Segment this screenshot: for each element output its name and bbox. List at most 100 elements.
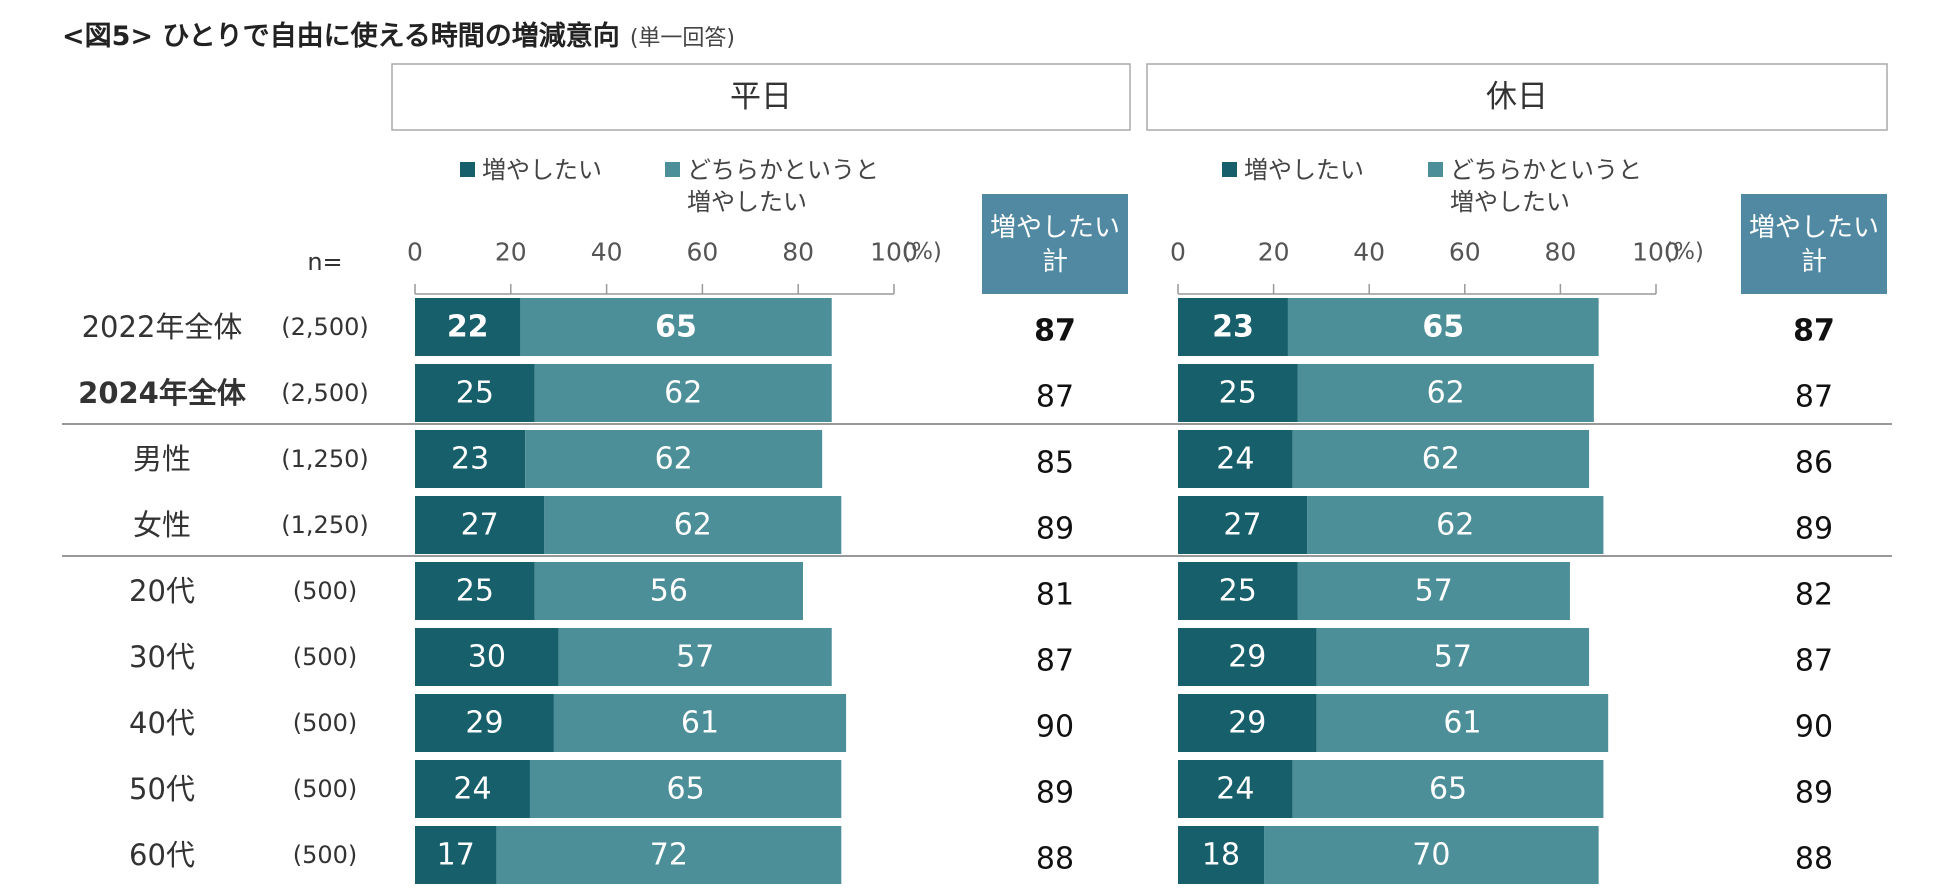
total-value: 86: [1795, 446, 1833, 481]
bar-value-series2: 62: [1427, 376, 1465, 411]
x-tick-label: 40: [1353, 238, 1385, 267]
bar-segment-series1: [415, 562, 535, 620]
bar-segment-series1: [1178, 826, 1265, 884]
bar-value-series2: 57: [676, 640, 714, 675]
bar-value-series1: 25: [1219, 376, 1257, 411]
row-label: 男性: [133, 442, 191, 476]
bar-segment-series2: [520, 298, 832, 356]
bar-segment-series2: [553, 694, 847, 752]
x-tick-label: 80: [1544, 238, 1576, 267]
bar-segment-series1: [415, 760, 530, 818]
bar-segment-series1: [415, 298, 521, 356]
total-value: 87: [1795, 380, 1833, 415]
bar-segment-series2: [1292, 760, 1604, 818]
bar-value-series2: 65: [1429, 772, 1467, 807]
bar-segment-series2: [529, 760, 842, 818]
bar-value-series1: 25: [456, 574, 494, 609]
row-label: 50代: [129, 772, 195, 806]
panel-title: 休日: [1486, 79, 1548, 115]
bar-value-series1: 25: [1219, 574, 1257, 609]
bar-segment-series2: [1297, 562, 1570, 620]
bar-value-series2: 62: [655, 442, 693, 477]
bar-value-series1: 29: [1228, 640, 1266, 675]
row-label: 40代: [129, 706, 195, 740]
x-tick-label: 60: [1449, 238, 1481, 267]
total-value: 89: [1795, 512, 1833, 547]
total-value: 87: [1036, 380, 1074, 415]
x-tick-label: 100: [1632, 238, 1680, 267]
total-value: 89: [1795, 776, 1833, 811]
x-tick-label: 100: [870, 238, 918, 267]
total-header-line1: 増やしたい: [1749, 213, 1879, 243]
x-tick-label: 0: [1170, 238, 1186, 267]
total-value: 87: [1034, 314, 1076, 349]
x-axis-unit: (%): [1664, 239, 1704, 265]
bar-segment-series1: [1178, 628, 1317, 686]
bar-value-series2: 65: [655, 310, 697, 345]
legend-label-series2-line1: どちらかというと: [687, 156, 879, 184]
chart-title-sub: (単一回答): [629, 26, 735, 51]
x-axis-unit: (%): [902, 239, 942, 265]
legend-swatch-series2: [1428, 162, 1443, 177]
bar-value-series1: 17: [437, 838, 475, 873]
bar-value-series2: 70: [1412, 838, 1450, 873]
bar-value-series2: 62: [664, 376, 702, 411]
bar-segment-series1: [1178, 694, 1317, 752]
bar-value-series1: 23: [1212, 310, 1254, 345]
bar-segment-series1: [1178, 760, 1293, 818]
bar-segment-series1: [415, 364, 535, 422]
bar-segment-series1: [415, 826, 497, 884]
bar-segment-series2: [1287, 298, 1599, 356]
bar-segment-series1: [1178, 298, 1288, 356]
total-value: 89: [1036, 512, 1074, 547]
total-header-line1: 増やしたい: [990, 213, 1120, 243]
legend-label-series1: 増やしたい: [1244, 156, 1364, 184]
bar-value-series1: 22: [447, 310, 489, 345]
legend-swatch-series2: [665, 162, 680, 177]
x-tick-label: 80: [782, 238, 814, 267]
bar-value-series1: 25: [456, 376, 494, 411]
x-tick-label: 40: [591, 238, 623, 267]
bar-segment-series2: [1307, 496, 1604, 554]
bar-segment-series2: [525, 430, 823, 488]
chart-title-main: <図5> ひとりで自由に使える時間の増減意向: [62, 21, 620, 52]
row-n-value: (2,500): [281, 313, 368, 341]
bar-value-series1: 29: [465, 706, 503, 741]
bar-value-series1: 27: [1223, 508, 1261, 543]
bar-value-series1: 24: [1216, 442, 1254, 477]
legend-swatch-series1: [460, 162, 475, 177]
bar-value-series1: 24: [453, 772, 491, 807]
x-tick-label: 60: [686, 238, 718, 267]
total-value: 89: [1036, 776, 1074, 811]
bar-value-series2: 65: [1422, 310, 1464, 345]
bar-value-series1: 18: [1202, 838, 1240, 873]
bar-value-series2: 62: [1436, 508, 1474, 543]
bar-segment-series1: [1178, 364, 1298, 422]
row-n-value: (1,250): [281, 511, 368, 539]
bar-segment-series2: [1264, 826, 1599, 884]
total-header-line2: 計: [1801, 247, 1827, 277]
bar-value-series1: 24: [1216, 772, 1254, 807]
bar-value-series2: 61: [681, 706, 719, 741]
bar-value-series1: 27: [461, 508, 499, 543]
total-value: 81: [1036, 578, 1074, 613]
legend-label-series2-line2: 増やしたい: [687, 188, 807, 216]
total-value: 87: [1036, 644, 1074, 679]
x-tick-label: 0: [407, 238, 423, 267]
total-value: 90: [1036, 710, 1074, 745]
x-tick-label: 20: [495, 238, 527, 267]
total-header-box: [1741, 194, 1887, 294]
row-n-value: (1,250): [281, 445, 368, 473]
bar-value-series2: 72: [650, 838, 688, 873]
bar-segment-series2: [1297, 364, 1594, 422]
total-value: 88: [1795, 842, 1833, 877]
bar-value-series2: 61: [1443, 706, 1481, 741]
row-n-value: (500): [293, 841, 358, 869]
total-value: 88: [1036, 842, 1074, 877]
bar-segment-series2: [534, 562, 803, 620]
bar-segment-series1: [1178, 562, 1298, 620]
total-value: 87: [1793, 314, 1835, 349]
row-label: 30代: [129, 640, 195, 674]
bar-value-series2: 57: [1415, 574, 1453, 609]
row-label: 2024年全体: [78, 376, 247, 410]
